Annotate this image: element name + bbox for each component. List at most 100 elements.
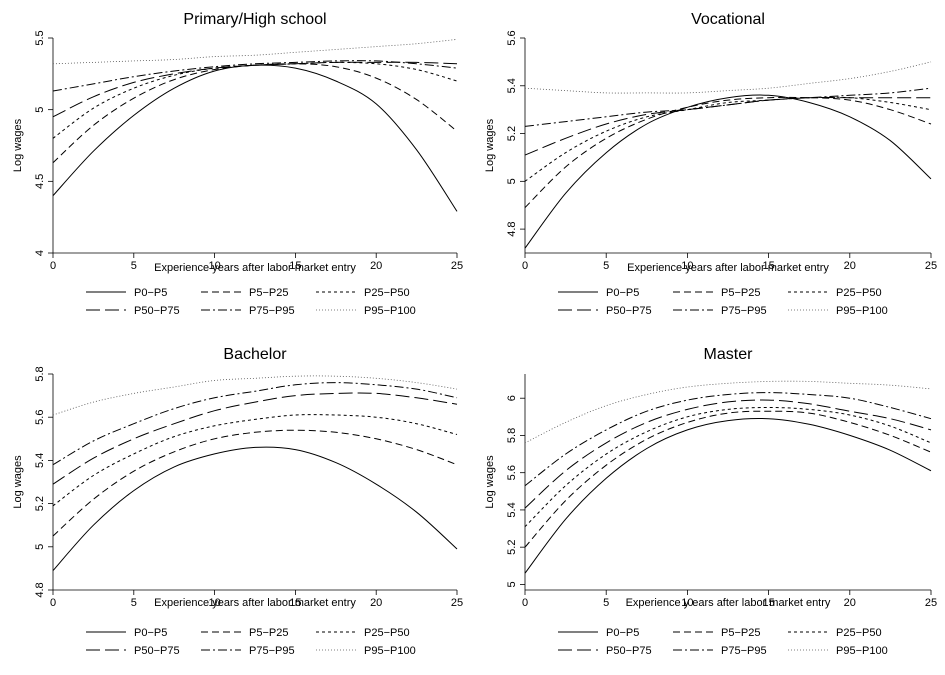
series-line-p95-p100 — [524, 61, 932, 94]
legend-label: P5−P25 — [721, 627, 760, 639]
y-tick-label: 5.2 — [506, 540, 518, 555]
y-tick-label: 5.6 — [506, 465, 518, 480]
legend-label: P5−P25 — [721, 287, 760, 299]
legend-label: P95−P100 — [364, 305, 416, 317]
x-tick-label: 25 — [451, 260, 463, 272]
panel-primary-high-school: Primary/High school 0 5 10 15 20 25 4 4.5 5 5.5 Exp… — [12, 11, 463, 317]
legend-label: P95−P100 — [836, 645, 888, 657]
y-axis-label: Log wages — [484, 455, 496, 509]
legend-label: P50−P75 — [134, 645, 180, 657]
y-tick-label: 5.5 — [34, 30, 46, 45]
x-tick-label: 15 — [289, 597, 301, 609]
x-axis-label: Experience y ears after labor market ent… — [626, 597, 831, 609]
series-line-p50-p75 — [52, 61, 458, 118]
series-line-p75-p95 — [524, 392, 932, 487]
y-tick-label: 5 — [34, 544, 46, 550]
series-line-p0-p5 — [524, 94, 932, 249]
series-line-p25-p50 — [52, 414, 458, 507]
x-axis-label: Experience years after labor market entr… — [627, 262, 829, 274]
y-tick-label: 4.8 — [34, 582, 46, 597]
y-tick-label: 5.8 — [34, 366, 46, 381]
y-tick-label: 5.8 — [506, 428, 518, 443]
x-tick-label: 10 — [208, 260, 220, 272]
series-line-p50-p75 — [524, 399, 932, 509]
x-tick-label: 20 — [844, 597, 856, 609]
legend-label: P95−P100 — [364, 645, 416, 657]
y-axis-label: Log wages — [12, 118, 24, 172]
x-tick-label: 0 — [50, 260, 56, 272]
legend-label: P50−P75 — [134, 305, 180, 317]
x-tick-label: 5 — [131, 260, 137, 272]
chart-title: Vocational — [691, 11, 765, 28]
legend-label: P95−P100 — [836, 305, 888, 317]
legend-label: P0−P5 — [606, 627, 639, 639]
x-tick-label: 20 — [844, 260, 856, 272]
series-line-p0-p5 — [524, 417, 932, 574]
x-axis-label: Experience years after labor market entr… — [154, 597, 356, 609]
y-axis-label: Log wages — [484, 118, 496, 172]
x-tick-label: 15 — [289, 260, 301, 272]
x-tick-label: 25 — [451, 597, 463, 609]
panel-bachelor: Bachelor 0 5 10 15 20 25 4.8 5 5.2 5.4 5.6 5.8 Experi… — [12, 346, 463, 657]
x-tick-label: 0 — [522, 597, 528, 609]
legend-label: P5−P25 — [249, 287, 288, 299]
x-tick-label: 20 — [370, 597, 382, 609]
y-tick-label: 5 — [34, 107, 46, 113]
y-tick-label: 5.4 — [34, 453, 46, 468]
legend: P0−P5 P5−P25 P25−P50 P50−P75 P75−P95 P95−P100 — [558, 287, 888, 317]
legend: P0−P5 P5−P25 P25−P50 P50−P75 P75−P95 P95−P100 — [558, 627, 888, 657]
x-tick-label: 25 — [925, 597, 937, 609]
y-tick-label: 5.2 — [506, 126, 518, 141]
y-tick-label: 4.5 — [34, 174, 46, 189]
series-line-p5-p25 — [524, 410, 932, 548]
series-line-p0-p5 — [52, 446, 458, 571]
series-line-p50-p75 — [524, 97, 931, 156]
series-line-p75-p95 — [524, 87, 932, 127]
x-axis-label: Experience years after labor market entr… — [154, 262, 356, 274]
legend-label: P25−P50 — [836, 627, 882, 639]
legend-label: P5−P25 — [249, 627, 288, 639]
series-line-p95-p100 — [52, 39, 458, 65]
y-tick-label: 6 — [506, 395, 518, 401]
y-tick-label: 5.6 — [506, 30, 518, 45]
y-tick-label: 5 — [506, 178, 518, 184]
chart-title: Primary/High school — [183, 11, 326, 28]
chart-title: Master — [704, 346, 754, 363]
series-line-p75-p95 — [52, 382, 458, 466]
series-line-p75-p95 — [52, 60, 458, 92]
x-tick-label: 10 — [681, 260, 693, 272]
x-tick-label: 10 — [681, 597, 693, 609]
legend-label: P75−P95 — [721, 645, 767, 657]
x-tick-label: 0 — [50, 597, 56, 609]
y-tick-label: 4.8 — [506, 221, 518, 236]
series-line-p5-p25 — [524, 96, 932, 208]
x-tick-label: 20 — [370, 260, 382, 272]
legend-label: P25−P50 — [364, 627, 410, 639]
legend-label: P50−P75 — [606, 305, 652, 317]
series-line-p5-p25 — [52, 429, 458, 537]
x-tick-label: 0 — [522, 260, 528, 272]
legend-label: P75−P95 — [249, 305, 295, 317]
x-tick-label: 5 — [131, 597, 137, 609]
y-tick-label: 4 — [34, 250, 46, 256]
x-tick-label: 15 — [762, 597, 774, 609]
legend-label: P50−P75 — [606, 645, 652, 657]
panel-master: Master 0 5 10 15 20 25 5 5.2 5.4 5.6 5.8 6 Experience… — [484, 346, 937, 657]
legend-label: P25−P50 — [364, 287, 410, 299]
series-line-p25-p50 — [524, 96, 932, 182]
panel-vocational: Vocational 0 5 10 15 20 25 4.8 5 5.2 5.4 5.6 Experie… — [484, 11, 937, 317]
legend-label: P25−P50 — [836, 287, 882, 299]
y-tick-label: 5.4 — [506, 502, 518, 517]
legend-label: P75−P95 — [249, 645, 295, 657]
x-tick-label: 10 — [208, 597, 220, 609]
legend: P0−P5 P5−P25 P25−P50 P50−P75 P75−P95 P95−P100 — [86, 627, 416, 657]
x-tick-label: 15 — [762, 260, 774, 272]
series-line-p50-p75 — [52, 392, 458, 485]
legend-label: P0−P5 — [606, 287, 639, 299]
legend: P0−P5 P5−P25 P25−P50 P50−P75 P75−P95 P95−P100 — [86, 287, 416, 317]
x-tick-label: 5 — [603, 260, 609, 272]
y-axis-label: Log wages — [12, 455, 24, 509]
y-tick-label: 5.2 — [34, 496, 46, 511]
series-line-p25-p50 — [52, 61, 458, 139]
x-tick-label: 5 — [603, 597, 609, 609]
